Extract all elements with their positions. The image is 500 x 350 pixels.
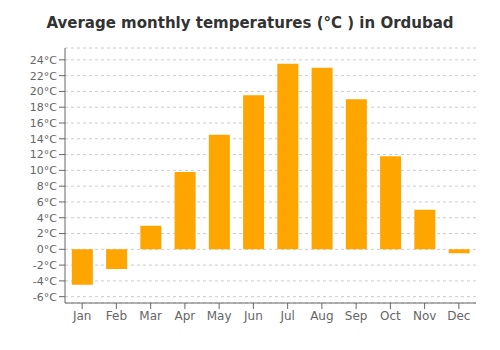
svg-text:2°C: 2°C bbox=[37, 227, 57, 240]
svg-text:-6°C: -6°C bbox=[33, 291, 57, 304]
svg-text:Jul: Jul bbox=[279, 309, 294, 323]
html-text:Average monthly temperatures (: Average monthly temperatures (°C ) in Or… bbox=[46, 14, 454, 32]
svg-text:Jan: Jan bbox=[72, 309, 92, 323]
svg-text:Nov: Nov bbox=[413, 309, 436, 323]
svg-text:Aug: Aug bbox=[310, 309, 333, 323]
svg-text:24°C: 24°C bbox=[30, 54, 57, 67]
svg-text:8°C: 8°C bbox=[37, 180, 57, 193]
svg-text:22°C: 22°C bbox=[30, 70, 57, 83]
svg-text:Dec: Dec bbox=[447, 309, 470, 323]
svg-text:16°C: 16°C bbox=[30, 117, 57, 130]
svg-text:Feb: Feb bbox=[106, 309, 127, 323]
svg-text:May: May bbox=[207, 309, 232, 323]
svg-text:20°C: 20°C bbox=[30, 85, 57, 98]
svg-text:Sep: Sep bbox=[345, 309, 368, 323]
svg-text:0°C: 0°C bbox=[37, 243, 57, 256]
svg-text:12°C: 12°C bbox=[30, 148, 57, 161]
svg-text:-4°C: -4°C bbox=[33, 275, 57, 288]
svg-text:14°C: 14°C bbox=[30, 133, 57, 146]
svg-text:Oct: Oct bbox=[380, 309, 401, 323]
svg-text:10°C: 10°C bbox=[30, 164, 57, 177]
svg-text:6°C: 6°C bbox=[37, 196, 57, 209]
svg-text:Jun: Jun bbox=[243, 309, 263, 323]
svg-text:Apr: Apr bbox=[174, 309, 195, 323]
svg-text:-2°C: -2°C bbox=[33, 259, 57, 272]
svg-text:4°C: 4°C bbox=[37, 212, 57, 225]
svg-text:18°C: 18°C bbox=[30, 101, 57, 114]
svg-text:Mar: Mar bbox=[139, 309, 162, 323]
